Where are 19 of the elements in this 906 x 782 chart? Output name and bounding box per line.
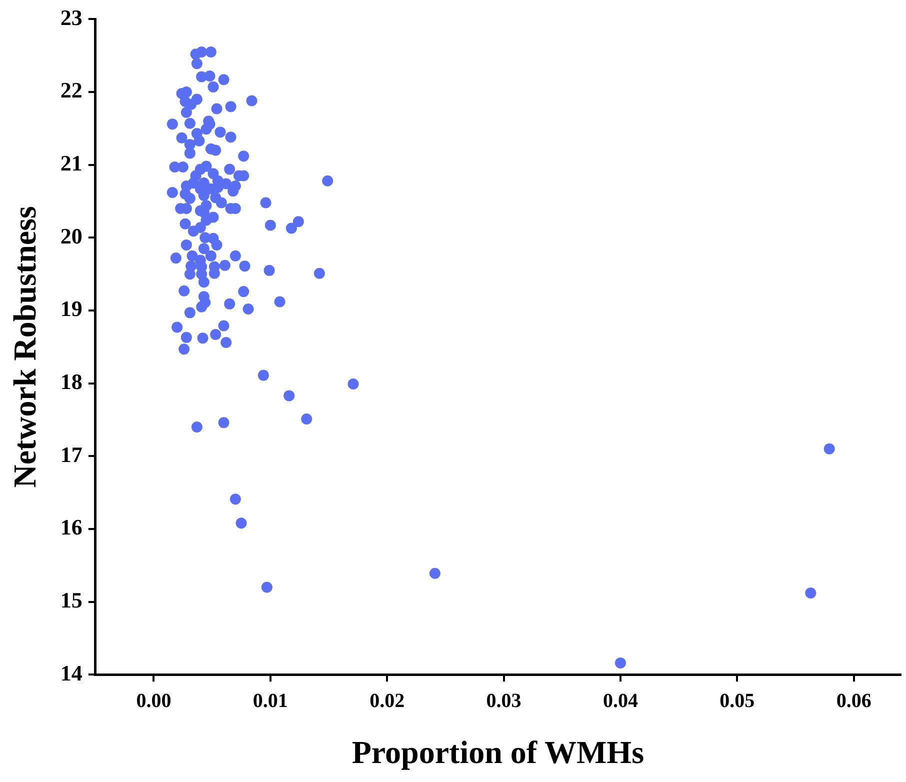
x-tick-label: 0.02 <box>370 690 405 712</box>
y-tick-label: 17 <box>60 442 82 467</box>
y-tick-label: 20 <box>60 223 82 248</box>
y-tick-label: 18 <box>60 369 82 394</box>
x-tick-label: 0.06 <box>836 690 872 712</box>
y-tick-label: 16 <box>60 514 82 540</box>
y-tick-label: 22 <box>60 78 82 103</box>
y-tick-label: 19 <box>60 296 82 322</box>
x-tick-label: 0.05 <box>720 690 755 712</box>
x-tick-label: 0.01 <box>252 690 288 712</box>
x-tick-label: 0.03 <box>486 690 522 712</box>
y-tick-label: 21 <box>60 150 82 176</box>
x-tick-label: 0.00 <box>136 690 172 712</box>
y-tick-label: 23 <box>60 4 82 30</box>
x-axis-title: Proportion of WMHs <box>352 734 644 770</box>
y-tick-label: 14 <box>60 660 82 686</box>
y-tick-label: 15 <box>60 587 82 612</box>
x-tick-label: 0.04 <box>602 690 638 712</box>
y-axis-title: Network Robustness <box>6 206 42 488</box>
